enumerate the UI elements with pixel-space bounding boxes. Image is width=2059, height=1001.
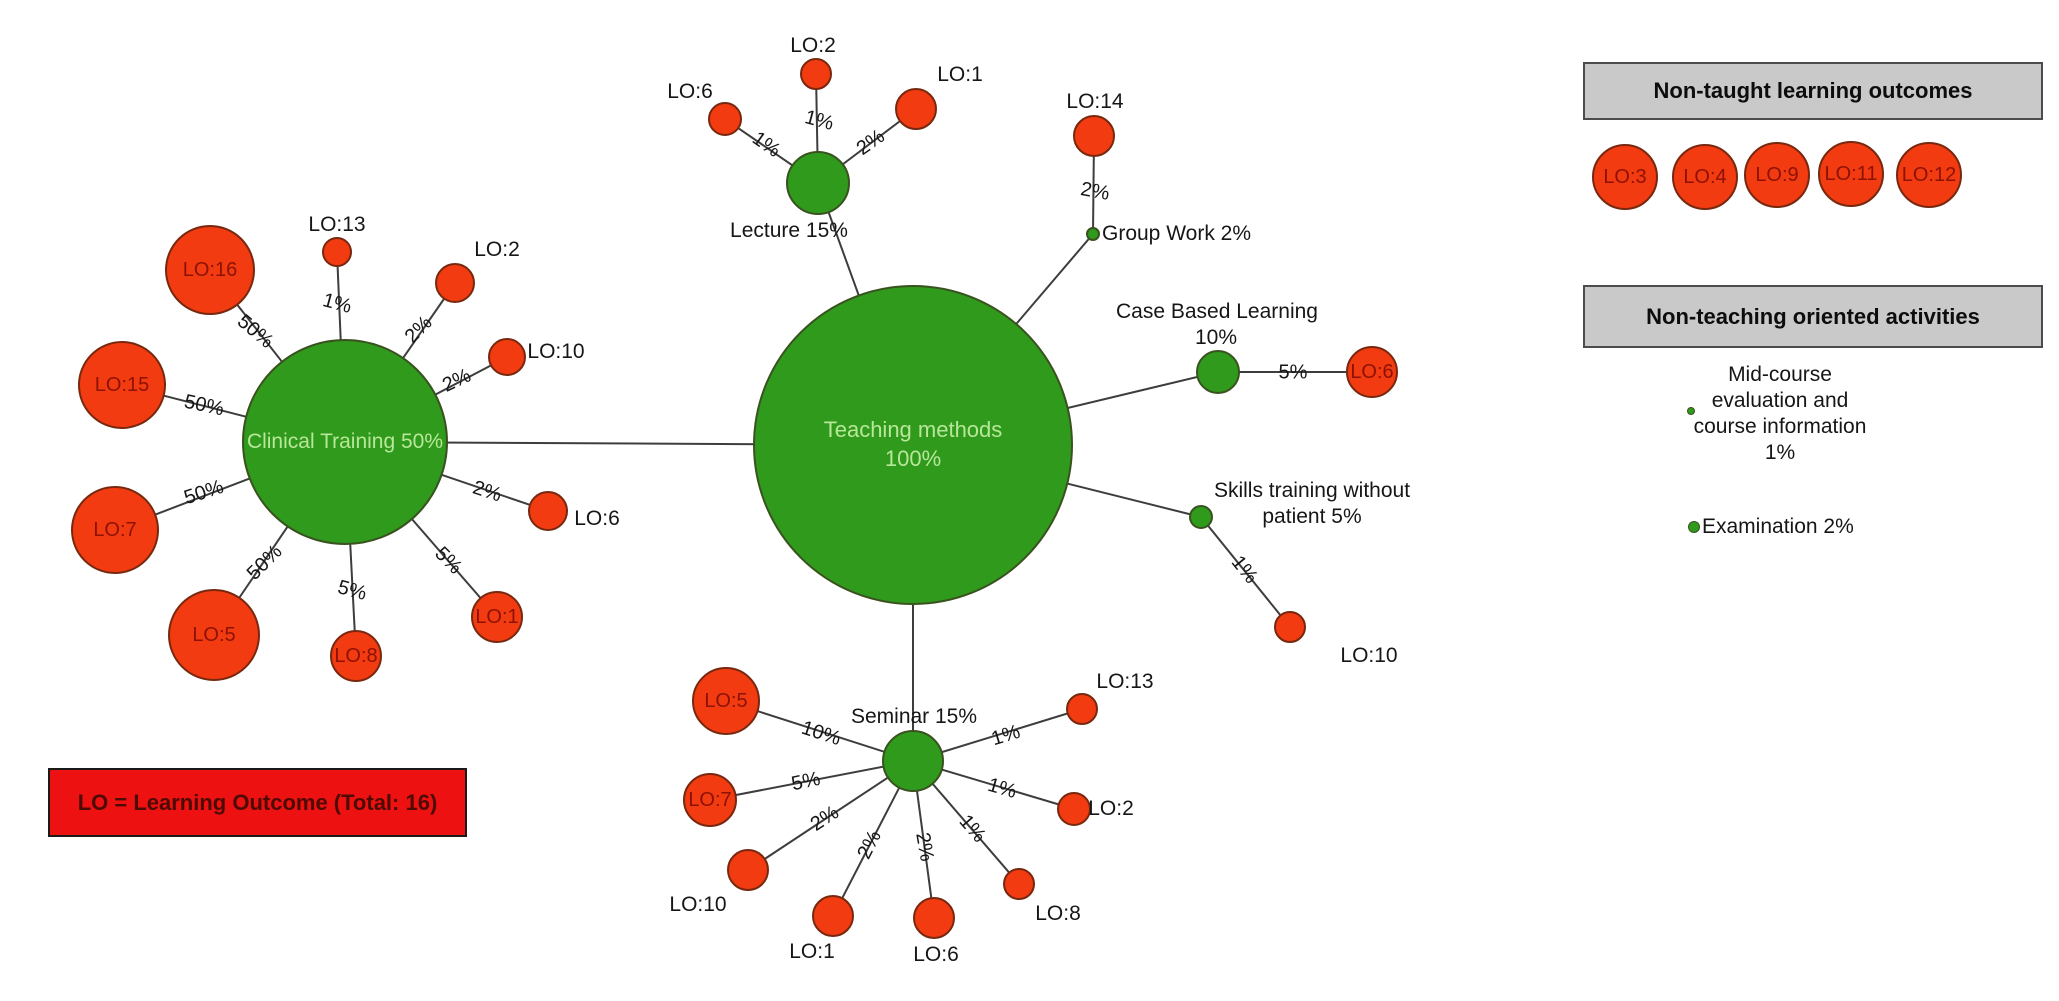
clinical-lo10-label: LO:10	[527, 340, 585, 363]
lecture-node	[786, 151, 850, 215]
seminar-lo5-label: LO:5	[704, 690, 748, 712]
seminar-label: Seminar 15%	[850, 705, 978, 728]
skills-lo10-circle	[1274, 611, 1306, 643]
midcourse-line2: evaluation and	[1711, 389, 1849, 412]
nontaught-lo4-circle: LO:4	[1672, 144, 1738, 210]
legend-box: LO = Learning Outcome (Total: 16)	[48, 768, 467, 837]
examination-dot	[1688, 521, 1700, 533]
nontaught-lo12-circle: LO:12	[1896, 142, 1962, 208]
midcourse-line1: Mid-course	[1728, 363, 1832, 386]
cbl-lo6-circle: LO:6	[1346, 346, 1398, 398]
groupwork-lo14-label: LO:14	[1066, 90, 1124, 113]
clinical-lo6-label: LO:6	[574, 507, 620, 530]
groupwork-label: Group Work 2%	[1102, 222, 1251, 245]
edge-pct-cbl-lo6: 5%	[1278, 361, 1308, 384]
seminar-lo7-label: LO:7	[688, 789, 732, 811]
edge-pct-seminar-lo6: 2%	[911, 830, 938, 864]
seminar-lo8-circle	[1003, 868, 1035, 900]
lo9-label: LO:9	[1755, 164, 1799, 186]
seminar-lo13-label: LO:13	[1096, 670, 1154, 693]
lo4-label: LO:4	[1683, 166, 1727, 188]
clinical-lo13-circle	[322, 237, 352, 267]
seminar-lo6-label: LO:6	[913, 943, 959, 966]
seminar-lo7-circle: LO:7	[683, 773, 737, 827]
clinical-lo2-circle	[435, 263, 475, 303]
midcourse-pct: 1%	[1764, 441, 1796, 464]
lo16-label: LO:16	[182, 259, 238, 281]
lo7-label: LO:7	[93, 519, 137, 541]
lo5-label: LO:5	[192, 624, 236, 646]
non-teaching-header: Non-teaching oriented activities	[1583, 285, 2043, 348]
legend-text: LO = Learning Outcome (Total: 16)	[77, 789, 438, 815]
seminar-lo2-label: LO:2	[1088, 797, 1134, 820]
clinical-lo13-label: LO:13	[308, 213, 366, 236]
clinical-lo15-circle: LO:15	[78, 341, 166, 429]
examination-label: Examination 2%	[1702, 515, 1854, 538]
midcourse-dot	[1687, 407, 1695, 415]
non-teaching-title: Non-teaching oriented activities	[1646, 303, 1980, 329]
midcourse-line3: course information	[1693, 415, 1867, 438]
cbl-label-line2: 10%	[1194, 326, 1238, 349]
seminar-lo1-label: LO:1	[789, 940, 835, 963]
lo15-label: LO:15	[94, 374, 150, 396]
lecture-lo1-circle	[895, 88, 937, 130]
lecture-lo2-circle	[800, 58, 832, 90]
seminar-lo10-label: LO:10	[669, 893, 727, 916]
lecture-lo1-label: LO:1	[937, 63, 983, 86]
cbl-label-line1: Case Based Learning	[1116, 300, 1318, 323]
non-taught-title: Non-taught learning outcomes	[1653, 78, 1973, 103]
clinical-training-node: Clinical Training 50%	[242, 339, 448, 545]
lecture-label: Lecture 15%	[730, 219, 848, 242]
cbl-lo6-label: LO:6	[1350, 361, 1394, 383]
teaching-methods-node: Teaching methods 100%	[753, 285, 1073, 605]
midcourse-label: Mid-course evaluation and course informa…	[1694, 362, 1867, 466]
group-work-node	[1086, 227, 1100, 241]
skills-label-line1: Skills training without	[1213, 479, 1411, 502]
teaching-methods-pct: 100%	[884, 446, 942, 471]
nontaught-lo11-circle: LO:11	[1818, 141, 1884, 207]
seminar-lo13-circle	[1066, 693, 1098, 725]
seminar-lo1-circle	[812, 895, 854, 937]
seminar-lo2-circle	[1057, 792, 1091, 826]
lo12-label: LO:12	[1901, 164, 1957, 186]
clinical-lo7-circle: LO:7	[71, 486, 159, 574]
seminar-node	[882, 730, 944, 792]
skills-training-node	[1189, 505, 1213, 529]
edge-pct-groupwork-lo14: 2%	[1078, 178, 1112, 205]
clinical-lo16-circle: LO:16	[165, 225, 255, 315]
lo8-label: LO:8	[334, 645, 378, 667]
seminar-lo10-circle	[727, 849, 769, 891]
lecture-lo2-label: LO:2	[790, 34, 836, 57]
groupwork-lo14-circle	[1073, 115, 1115, 157]
lo3-label: LO:3	[1603, 166, 1647, 188]
clinical-lo10-circle	[488, 338, 526, 376]
clinical-lo6-circle	[528, 491, 568, 531]
clinical-lo2-label: LO:2	[474, 238, 520, 261]
lo1-label: LO:1	[475, 606, 519, 628]
skills-label-line2: patient 5%	[1262, 505, 1362, 528]
nontaught-lo9-circle: LO:9	[1744, 142, 1810, 208]
lecture-lo6-label: LO:6	[667, 80, 713, 103]
skills-lo10-label: LO:10	[1340, 644, 1398, 667]
nontaught-lo3-circle: LO:3	[1592, 144, 1658, 210]
lecture-lo6-circle	[708, 102, 742, 136]
non-taught-header: Non-taught learning outcomes	[1583, 62, 2043, 120]
lo11-label: LO:11	[1824, 163, 1878, 185]
clinical-lo5-circle: LO:5	[168, 589, 260, 681]
seminar-lo6-circle	[913, 897, 955, 939]
clinical-training-label: Clinical Training 50%	[246, 430, 444, 454]
case-based-learning-node	[1196, 350, 1240, 394]
seminar-lo8-label: LO:8	[1035, 902, 1081, 925]
seminar-lo5-circle: LO:5	[692, 667, 760, 735]
teaching-methods-label: Teaching methods	[823, 417, 1003, 443]
clinical-lo1-circle: LO:1	[471, 591, 523, 643]
clinical-lo8-circle: LO:8	[330, 630, 382, 682]
